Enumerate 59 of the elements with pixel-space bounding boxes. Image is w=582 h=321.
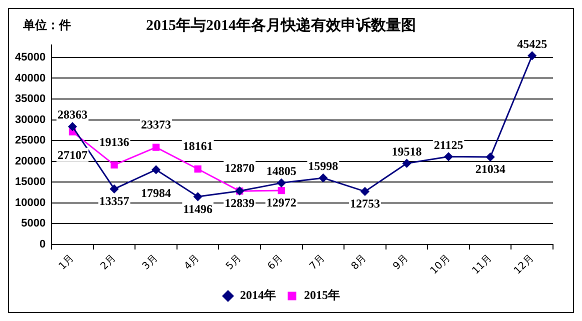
y-tick-label: 30000 <box>14 114 46 126</box>
x-tick-label: 9月 <box>391 252 411 272</box>
point <box>444 152 453 161</box>
point <box>194 165 202 173</box>
data-label: 12753 <box>350 196 380 211</box>
point <box>110 161 118 169</box>
y-tick-label: 10000 <box>14 196 46 209</box>
point <box>110 184 119 194</box>
x-tick-label: 2月 <box>98 252 118 272</box>
x-tick-label: 3月 <box>140 252 160 272</box>
data-label: 21125 <box>434 138 464 152</box>
x-tick-label: 12月 <box>512 252 536 277</box>
data-label: 12870 <box>224 161 255 176</box>
data-label: 19136 <box>99 135 130 150</box>
data-label: 12972 <box>266 196 296 210</box>
point <box>278 186 285 194</box>
x-tick-label: 10月 <box>428 252 452 277</box>
y-tick-label: 40000 <box>14 72 46 84</box>
text: 单位：件 <box>23 17 71 34</box>
data-label: 17984 <box>141 186 172 200</box>
data-label: 15998 <box>308 159 338 174</box>
point <box>486 152 495 162</box>
x-tick-label: 11月 <box>470 252 494 277</box>
y-tick-label: 20000 <box>14 155 46 168</box>
y-tick-label: 45000 <box>14 51 46 64</box>
y-tick-label: 5000 <box>21 218 46 230</box>
y-tick-label: 25000 <box>14 134 46 147</box>
data-label: 27107 <box>57 148 88 162</box>
data-label: 13357 <box>99 194 130 208</box>
point <box>528 51 536 60</box>
point <box>68 122 77 131</box>
point <box>318 174 328 182</box>
x-tick-label: 5月 <box>224 252 244 272</box>
data-label: 23373 <box>141 117 172 132</box>
point <box>194 192 202 201</box>
x-tick-label: 7月 <box>308 252 328 272</box>
legend-label: 2015年 <box>304 288 340 302</box>
data-label: 18161 <box>182 139 213 154</box>
data-label: 28363 <box>57 108 88 122</box>
point <box>360 187 370 196</box>
y-tick-label: 15000 <box>14 176 46 188</box>
data-label: 11496 <box>183 202 213 216</box>
legend-label: 2014年 <box>240 288 276 302</box>
point <box>277 178 286 188</box>
y-tick-label: 35000 <box>14 93 46 106</box>
point <box>152 144 160 151</box>
point <box>152 165 160 174</box>
data-label: 45425 <box>517 36 548 51</box>
y-tick-label: 0 <box>39 238 46 250</box>
point <box>402 159 412 168</box>
x-tick-label: 6月 <box>266 252 286 272</box>
chart-title: 2015年与2014年各月快递有效申诉数量图 <box>146 16 416 34</box>
x-tick-label: 4月 <box>182 252 202 272</box>
data-label: 21034 <box>475 162 506 176</box>
data-label: 19518 <box>392 144 422 158</box>
data-label: 12839 <box>224 196 255 210</box>
x-tick-label: 8月 <box>350 252 369 272</box>
data-label: 14805 <box>266 164 296 178</box>
x-tick-label: 1月 <box>57 252 76 272</box>
